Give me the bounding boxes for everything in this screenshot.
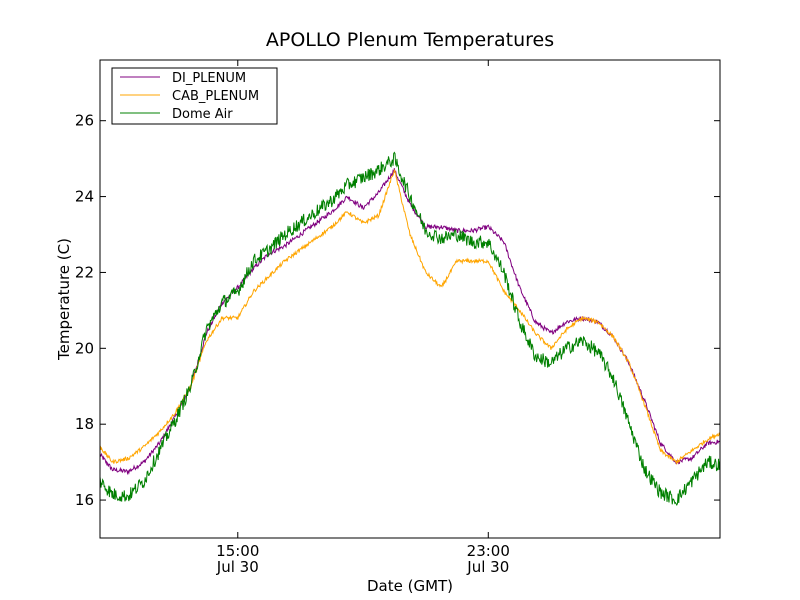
x-tick-date: Jul 30	[466, 558, 509, 576]
y-tick-label: 26	[75, 112, 94, 130]
series-layer	[100, 151, 720, 506]
legend-label: Dome Air	[172, 107, 233, 122]
x-tick-time: 23:00	[467, 542, 510, 560]
y-tick-label: 18	[75, 415, 94, 433]
legend: DI_PLENUM CAB_PLENUM Dome Air	[111, 67, 278, 125]
chart-title: APOLLO Plenum Temperatures	[266, 29, 554, 51]
legend-label: DI_PLENUM	[172, 71, 246, 86]
series-line-dome-air	[100, 151, 720, 506]
y-tick-label: 20	[75, 339, 94, 357]
y-axis: 16 18 20 22 24 26	[75, 112, 720, 509]
plot-frame	[99, 59, 721, 539]
series-line-di-plenum	[100, 168, 720, 476]
y-tick-label: 16	[75, 491, 94, 509]
legend-label: CAB_PLENUM	[172, 89, 259, 104]
y-tick-label: 22	[75, 263, 94, 281]
series-line-cab-plenum	[100, 168, 720, 466]
x-tick-date: Jul 30	[216, 558, 259, 576]
y-tick-label: 24	[75, 188, 94, 206]
x-axis-title: Date (GMT)	[367, 577, 453, 595]
y-axis-title: Temperature (C)	[55, 238, 73, 361]
x-tick-time: 15:00	[216, 542, 259, 560]
